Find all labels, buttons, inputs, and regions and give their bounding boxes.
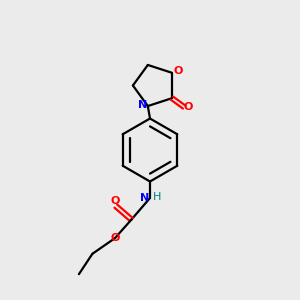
Text: H: H bbox=[153, 192, 162, 202]
Text: O: O bbox=[110, 196, 120, 206]
Text: O: O bbox=[184, 102, 193, 112]
Text: N: N bbox=[138, 100, 147, 110]
Text: N: N bbox=[140, 193, 149, 203]
Text: O: O bbox=[173, 66, 183, 76]
Text: O: O bbox=[110, 233, 120, 243]
